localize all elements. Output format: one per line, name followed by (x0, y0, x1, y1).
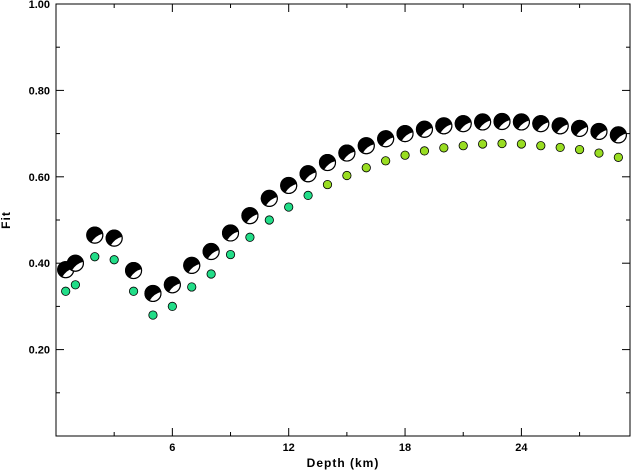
focal-mechanism-marker (377, 130, 395, 148)
focal-mechanism-marker (357, 137, 375, 155)
fit-dot (574, 144, 585, 155)
fit-dot (419, 146, 430, 156)
fit-dot (381, 156, 391, 166)
focal-mechanism-marker (512, 113, 531, 131)
fit-dot (167, 301, 177, 311)
fit-dot (284, 202, 294, 212)
y-axis: 0.20 0.40 0.60 0.80 1.00 (29, 0, 630, 394)
focal-mechanism-marker (551, 117, 569, 135)
mechanism-series (57, 112, 627, 303)
fit-dot (478, 139, 488, 149)
x-axis: 6 12 18 24 (113, 4, 581, 454)
focal-mechanism-marker (280, 176, 298, 195)
focal-mechanism-marker (183, 256, 201, 274)
fit-dot (555, 142, 565, 153)
focal-mechanism-marker (163, 276, 181, 294)
focal-mechanism-marker (202, 242, 220, 261)
fit-dot (613, 152, 623, 162)
y-tick-label: 0.20 (29, 345, 50, 357)
fit-dot (90, 252, 100, 262)
x-tick-label: 6 (169, 442, 175, 454)
fit-dot (439, 143, 449, 153)
focal-mechanism-marker (570, 119, 589, 138)
y-tick-label: 0.60 (29, 172, 50, 184)
focal-mechanism-marker (454, 115, 472, 133)
fit-dot (303, 190, 313, 200)
y-tick-label: 0.40 (29, 258, 50, 270)
fit-dot (594, 148, 604, 158)
focal-mechanism-marker (105, 229, 123, 247)
fit-dot (109, 255, 119, 265)
focal-mechanism-marker (609, 126, 627, 144)
fit-dot (264, 215, 274, 225)
fit-dot (70, 280, 80, 290)
dot-series (61, 138, 623, 320)
fit-dot (516, 139, 527, 149)
x-tick-label: 12 (283, 442, 295, 454)
y-axis-label: Fit (0, 211, 13, 229)
focal-mechanism-marker (415, 120, 434, 138)
focal-mechanism-marker (144, 284, 162, 303)
fit-dot (206, 269, 216, 279)
focal-mechanism-marker (124, 261, 143, 280)
fit-dot (148, 310, 158, 320)
fit-dot (187, 282, 197, 292)
focal-mechanism-marker (396, 125, 414, 143)
x-axis-label: Depth (km) (307, 456, 380, 470)
fit-dot (497, 138, 507, 149)
plot-frame (55, 3, 631, 437)
focal-mechanism-marker (435, 117, 453, 135)
focal-mechanism-marker (221, 224, 240, 242)
focal-mechanism-marker (260, 189, 278, 207)
fit-dot (536, 141, 546, 151)
focal-mechanism-marker (241, 207, 259, 225)
y-tick-label: 0.80 (29, 85, 50, 97)
focal-mechanism-marker (474, 113, 492, 131)
fit-dot (458, 141, 468, 151)
fit-dot (342, 170, 352, 181)
y-tick-label: 1.00 (29, 0, 50, 11)
fit-dot (61, 286, 71, 296)
fit-dot (400, 150, 410, 160)
focal-mechanism-marker (66, 254, 84, 272)
fit-dot (361, 163, 371, 173)
x-tick-label: 18 (399, 442, 411, 454)
focal-mechanism-marker (493, 112, 511, 131)
fit-dot (225, 249, 236, 260)
fit-dot (322, 179, 333, 190)
fit-dot (128, 286, 139, 296)
focal-mechanism-marker (318, 153, 337, 172)
fit-dot (245, 232, 255, 242)
focal-mechanism-marker (299, 165, 317, 183)
focal-mechanism-marker (590, 122, 608, 141)
focal-mechanism-marker (532, 115, 550, 133)
focal-mechanism-marker (86, 226, 104, 244)
x-tick-label: 24 (515, 442, 528, 454)
focal-mechanism-marker (338, 144, 356, 162)
